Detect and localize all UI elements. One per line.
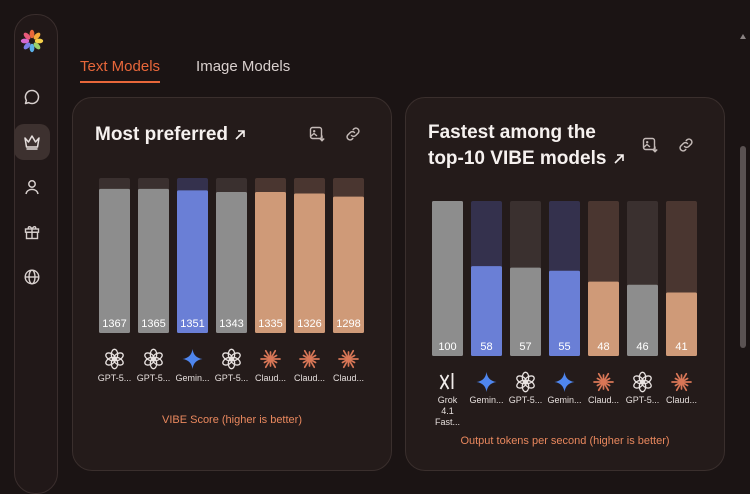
openai-icon: [222, 348, 241, 370]
chat-icon: [24, 89, 40, 105]
image-download-icon: [642, 137, 658, 153]
model-label: Gemin...: [175, 373, 209, 383]
model-label: Gemin...: [547, 395, 581, 405]
model-label: Fast...: [435, 417, 460, 427]
gemini-icon: [476, 372, 497, 392]
bar-value-label: 1343: [219, 318, 243, 330]
bar-value-label: 1326: [297, 318, 321, 330]
chat-nav-button[interactable]: [14, 79, 50, 115]
fastest-title[interactable]: Fastest among the top-10 VIBE models: [428, 120, 626, 172]
gemini-icon: [554, 372, 575, 392]
bar: [588, 281, 619, 356]
bar: [255, 191, 286, 333]
bar-value-label: 1365: [141, 318, 165, 330]
model-label: GPT-5...: [98, 373, 132, 383]
most-preferred-title[interactable]: Most preferred: [95, 122, 247, 148]
claude-icon: [260, 349, 281, 369]
user-icon: [25, 180, 39, 195]
bar-value-label: 100: [438, 341, 456, 353]
bar: [333, 196, 364, 333]
bar-value-label: 1351: [180, 318, 204, 330]
bar-value-label: 46: [636, 341, 648, 353]
openai-icon: [105, 348, 124, 370]
tab-text-models[interactable]: Text Models: [80, 58, 161, 83]
crown-icon: [24, 135, 40, 150]
bar-value-label: 1367: [102, 318, 126, 330]
model-label: 4.1: [441, 406, 454, 416]
globe-icon: [24, 269, 40, 285]
model-type-tabs: Text Models Image Models: [80, 58, 290, 83]
bar: [99, 188, 130, 333]
openai-icon: [633, 371, 652, 393]
language-nav-button[interactable]: [14, 259, 50, 295]
copy-link-button[interactable]: [674, 133, 698, 157]
claude-icon: [671, 372, 692, 392]
model-label: GPT-5...: [137, 373, 171, 383]
logo-icon[interactable]: [19, 28, 45, 59]
bar: [510, 267, 541, 356]
leaderboard-nav-button[interactable]: [14, 124, 50, 160]
gift-icon: [24, 226, 40, 240]
claude-icon: [299, 349, 320, 369]
bar: [216, 191, 247, 333]
model-label: Grok: [438, 395, 458, 405]
grok-icon: [439, 373, 454, 390]
openai-icon: [144, 348, 163, 370]
vibe-score-chart: 1367 GPT-5... 1365 GPT-5... 1351 Gemin... 1343…: [98, 178, 364, 383]
bar: [627, 284, 658, 356]
model-label: Claud...: [666, 395, 697, 405]
model-label: GPT-5...: [509, 395, 543, 405]
bar-value-label: 1335: [258, 318, 282, 330]
sidebar: [14, 14, 58, 494]
bar-value-label: 58: [480, 341, 492, 353]
model-label: GPT-5...: [215, 373, 249, 383]
link-icon: [346, 127, 360, 141]
download-image-button[interactable]: [638, 133, 662, 157]
most-preferred-card: Most preferred 1367 GPT-5... 1365 GPT-5... 1…: [72, 97, 392, 471]
tokens-caption: Output tokens per second (higher is bett…: [460, 435, 670, 447]
bar-value-label: 1298: [336, 318, 360, 330]
bar: [294, 193, 325, 333]
model-label: Claud...: [294, 373, 325, 383]
model-label: Claud...: [333, 373, 364, 383]
bar-value-label: 41: [675, 341, 687, 353]
external-arrow-icon: [614, 154, 624, 164]
bar: [549, 270, 580, 356]
bar: [177, 190, 208, 333]
link-icon: [679, 138, 693, 152]
model-label: GPT-5...: [626, 395, 660, 405]
tab-image-models[interactable]: Image Models: [196, 58, 291, 75]
model-label: Claud...: [588, 395, 619, 405]
bar: [138, 188, 169, 333]
scrollbar-thumb[interactable]: [740, 146, 746, 348]
bar-value-label: 55: [558, 341, 570, 353]
scroll-up-arrow[interactable]: [740, 34, 746, 39]
profile-nav-button[interactable]: [14, 169, 50, 205]
claude-icon: [338, 349, 359, 369]
gemini-icon: [182, 349, 203, 369]
image-download-icon: [309, 126, 325, 142]
bar-value-label: 48: [597, 341, 609, 353]
bar: [432, 201, 463, 356]
fastest-card: Fastest among the top-10 VIBE models 100…: [405, 97, 725, 471]
model-label: Gemin...: [469, 395, 503, 405]
model-label: Claud...: [255, 373, 286, 383]
openai-icon: [516, 371, 535, 393]
download-image-button[interactable]: [305, 122, 329, 146]
bar-value-label: 57: [519, 341, 531, 353]
vibe-score-caption: VIBE Score (higher is better): [161, 414, 302, 426]
copy-link-button[interactable]: [341, 122, 365, 146]
claude-icon: [593, 372, 614, 392]
rewards-nav-button[interactable]: [14, 214, 50, 250]
bar: [471, 266, 502, 356]
bar: [666, 292, 697, 356]
external-arrow-icon: [235, 130, 246, 140]
